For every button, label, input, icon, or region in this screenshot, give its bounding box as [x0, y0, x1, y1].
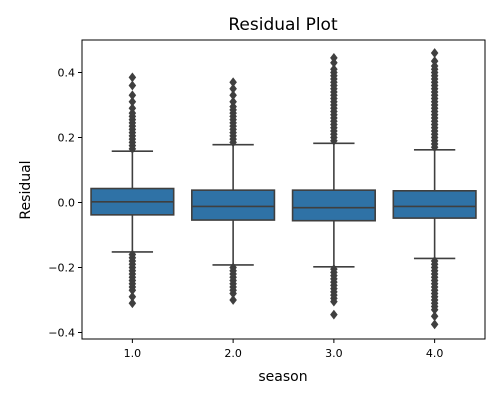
y-tick-label: 0.2: [58, 132, 76, 145]
outlier-point: [229, 90, 237, 101]
box-1.0: [90, 72, 175, 309]
iqr-box: [191, 189, 276, 221]
y-tick-label: −0.4: [48, 327, 75, 340]
outlier-point: [128, 103, 137, 114]
outlier-point: [330, 296, 338, 307]
y-tick-label: −0.2: [48, 262, 75, 275]
box-3.0: [291, 52, 376, 320]
y-axis-ticks: −0.4 −0.2 0.0 0.2 0.4: [48, 67, 82, 340]
iqr-box: [291, 189, 376, 222]
outlier-point: [229, 83, 237, 94]
box-2.0: [191, 77, 276, 305]
outlier-point: [128, 80, 137, 91]
y-axis-label: Residual: [18, 160, 34, 219]
x-tick-label: 2.0: [224, 347, 242, 360]
outlier-point: [128, 90, 137, 101]
outlier-point: [128, 96, 137, 107]
plot-area: [90, 48, 477, 330]
outlier-point: [229, 77, 237, 88]
outlier-point: [330, 309, 338, 320]
x-axis-label: season: [258, 369, 307, 385]
x-tick-label: 1.0: [124, 347, 142, 360]
x-axis-ticks: 1.0 2.0 3.0 4.0: [124, 339, 444, 360]
outlier-point: [430, 56, 439, 67]
outlier-point: [229, 295, 237, 305]
outlier-point: [229, 96, 237, 107]
chart-title: Residual Plot: [228, 15, 338, 35]
outlier-point: [430, 319, 439, 330]
outlier-point: [128, 72, 137, 83]
y-tick-label: 0.0: [58, 197, 76, 210]
outlier-point: [330, 64, 338, 75]
x-tick-label: 3.0: [325, 347, 343, 360]
x-tick-label: 4.0: [426, 347, 444, 360]
outlier-point: [330, 52, 338, 63]
box-4.0: [392, 48, 477, 330]
outlier-point: [430, 311, 439, 322]
y-tick-label: 0.4: [58, 67, 76, 80]
plot-frame: [81, 39, 486, 340]
iqr-box: [392, 190, 477, 219]
outlier-point: [430, 48, 439, 58]
outlier-point: [128, 298, 137, 309]
